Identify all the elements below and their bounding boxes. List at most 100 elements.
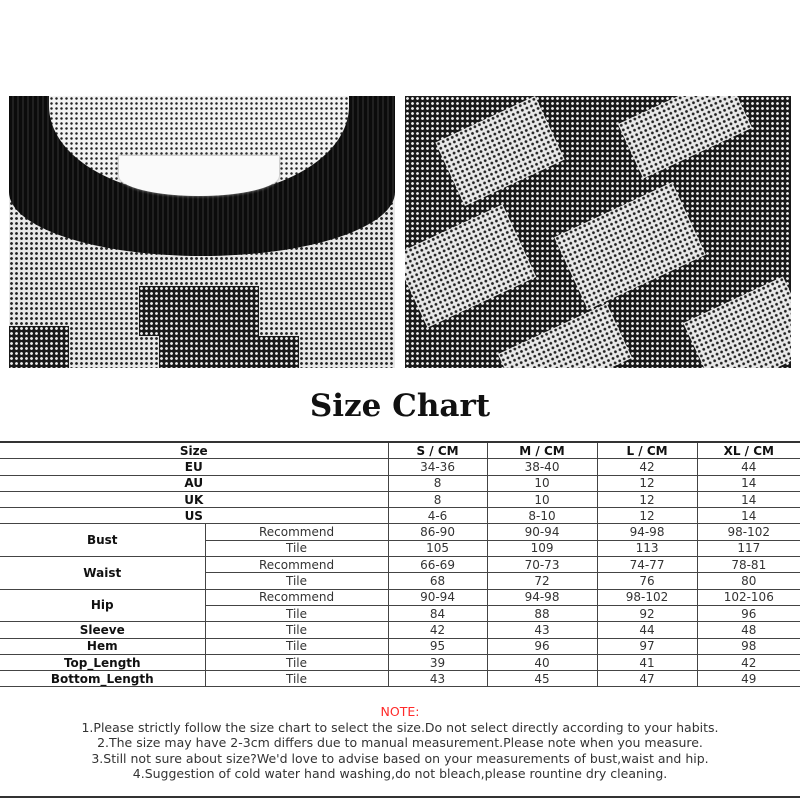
value-cell: 105 [387, 539, 488, 558]
header-cell: S / CM [387, 441, 488, 460]
sub-label: Tile [205, 539, 389, 558]
header-cell: M / CM [486, 441, 598, 460]
row-label: Bust [0, 523, 206, 558]
value-cell: 94-98 [596, 523, 698, 541]
value-cell: 95 [387, 637, 488, 655]
note-item: 2.The size may have 2-3cm differs due to… [97, 735, 703, 750]
notes-section: NOTE: 1.Please strictly follow the size … [0, 702, 800, 798]
value-cell: 49 [696, 670, 800, 688]
value-cell: 12 [596, 490, 698, 509]
value-cell: 92 [596, 604, 698, 623]
row-label: Waist [0, 556, 206, 590]
note-item: 4.Suggestion of cold water hand washing,… [132, 766, 668, 781]
row-label: Top_Length [0, 653, 206, 672]
row-label: Bottom_Length [0, 670, 206, 688]
sub-label: Recommend [204, 588, 389, 606]
value-cell: 86-90 [387, 523, 488, 541]
table-row: UK 8 10 12 14 [0, 490, 800, 509]
table-row: Tile 68 72 76 80 [0, 572, 800, 590]
value-cell: 96 [486, 637, 598, 655]
table-row: EU 34-36 38-40 42 44 [0, 458, 800, 476]
value-cell: 44 [596, 621, 698, 639]
sub-label: Tile [204, 637, 389, 655]
sub-label: Tile [205, 572, 389, 590]
sub-label: Tile [204, 621, 389, 639]
value-cell: 42 [696, 653, 800, 672]
value-cell: 98-102 [696, 523, 800, 541]
value-cell: 98-102 [596, 588, 698, 606]
row-label: EU [0, 458, 389, 476]
value-cell: 39 [387, 653, 488, 672]
value-cell: 97 [596, 637, 698, 655]
table-row: US 4-6 8-10 12 14 [0, 507, 800, 525]
clothing-label [119, 156, 279, 196]
value-cell: 14 [696, 474, 800, 492]
value-cell: 78-81 [696, 556, 800, 574]
value-cell: 14 [696, 490, 800, 509]
value-cell: 48 [696, 621, 800, 639]
table-row: Sleeve Tile 42 43 44 48 [0, 621, 800, 639]
header-cell: L / CM [596, 441, 698, 460]
value-cell: 76 [596, 572, 698, 590]
sweater-pattern-photo [405, 96, 791, 368]
value-cell: 117 [696, 539, 800, 558]
sweater-collar-photo [9, 96, 395, 368]
value-cell: 90-94 [486, 523, 598, 541]
value-cell: 34-36 [387, 458, 488, 476]
row-label: UK [0, 490, 389, 509]
header-cell: XL / CM [696, 441, 800, 460]
table-row: Hem Tile 95 96 97 98 [0, 637, 800, 655]
value-cell: 70-73 [486, 556, 598, 574]
value-cell: 113 [596, 539, 698, 558]
sub-label: Recommend [204, 523, 389, 541]
row-label: Hem [0, 637, 206, 655]
sub-label: Tile [205, 604, 389, 623]
value-cell: 8 [387, 474, 488, 492]
row-label: US [0, 507, 389, 525]
value-cell: 14 [696, 507, 800, 525]
value-cell: 41 [596, 653, 698, 672]
sub-label: Recommend [204, 556, 389, 574]
value-cell: 8-10 [486, 507, 598, 525]
value-cell: 4-6 [387, 507, 488, 525]
value-cell: 12 [596, 474, 698, 492]
value-cell: 74-77 [596, 556, 698, 574]
sub-label: Tile [204, 670, 389, 688]
table-row: Waist Recommend 66-69 70-73 74-77 78-81 [0, 556, 800, 590]
row-label: AU [0, 474, 389, 492]
row-label: Sleeve [0, 621, 206, 639]
value-cell: 66-69 [387, 556, 488, 574]
value-cell: 94-98 [486, 588, 598, 606]
value-cell: 38-40 [486, 458, 598, 476]
size-chart-table: Size S / CM M / CM L / CM XL / CM EU 34-36 38-4… [0, 441, 800, 688]
value-cell: 42 [596, 458, 698, 476]
value-cell: 42 [387, 621, 488, 639]
value-cell: 8 [387, 490, 488, 509]
row-label: Hip [0, 588, 206, 623]
value-cell: 40 [486, 653, 598, 672]
value-cell: 47 [596, 670, 698, 688]
value-cell: 43 [387, 670, 488, 688]
value-cell: 45 [486, 670, 598, 688]
table-row: Top_Length Tile 39 40 41 42 [0, 653, 800, 672]
value-cell: 109 [486, 539, 598, 558]
size-chart-title: Size Chart [309, 388, 491, 424]
note-item: 3.Still not sure about size?We'd love to… [91, 750, 709, 766]
value-cell: 68 [387, 572, 488, 590]
table-row: Bottom_Length Tile 43 45 47 49 [0, 670, 800, 688]
value-cell: 90-94 [387, 588, 488, 606]
value-cell: 96 [696, 604, 800, 623]
table-row: Hip Recommend 90-94 94-98 98-102 102-106 [0, 588, 800, 623]
value-cell: 10 [486, 474, 598, 492]
note-item: 1.Please strictly follow the size chart … [81, 719, 719, 735]
value-cell: 72 [486, 572, 598, 590]
header-row: Size S / CM M / CM L / CM XL / CM [0, 441, 800, 460]
value-cell: 10 [486, 490, 598, 509]
table-row: AU 8 10 12 14 [0, 474, 800, 492]
sub-label: Tile [204, 653, 389, 672]
table-row: Bust Recommend 86-90 90-94 94-98 98-102 [0, 523, 800, 558]
value-cell: 80 [696, 572, 800, 590]
value-cell: 88 [486, 604, 598, 623]
value-cell: 102-106 [696, 588, 800, 606]
value-cell: 43 [486, 621, 598, 639]
